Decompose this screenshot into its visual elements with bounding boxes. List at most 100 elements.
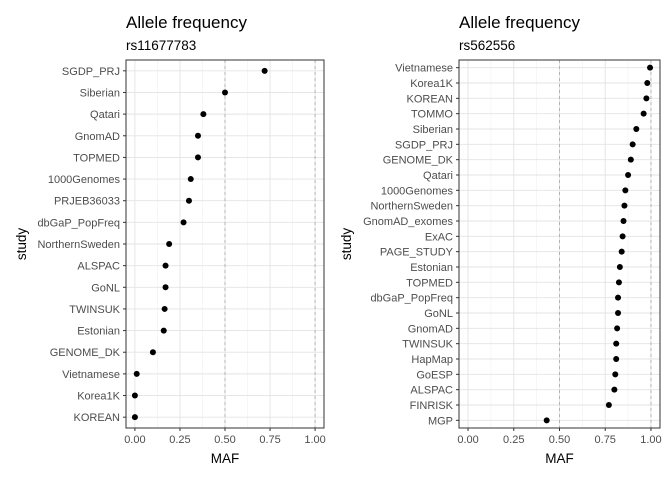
data-point xyxy=(161,305,168,312)
y-tick-label: NorthernSweden xyxy=(370,201,453,213)
data-point xyxy=(613,356,620,362)
x-tick-label: 1.00 xyxy=(304,434,325,446)
data-point xyxy=(612,371,619,378)
data-point xyxy=(620,218,627,224)
y-tick-label: GENOME_DK xyxy=(50,347,121,359)
data-point xyxy=(613,340,620,347)
data-point xyxy=(162,284,169,291)
x-tick-label: 0.75 xyxy=(595,434,616,446)
y-tick-label: SGDP_PRJ xyxy=(395,139,453,151)
data-point xyxy=(149,349,156,356)
data-point xyxy=(605,402,612,408)
y-tick-label: Korea1K xyxy=(410,78,453,90)
x-tick-label: 1.00 xyxy=(640,434,661,446)
data-point xyxy=(622,187,629,194)
data-point xyxy=(200,111,207,118)
y-tick-label: Vietnamese xyxy=(62,369,120,381)
y-tick-label: Korea1K xyxy=(77,391,120,403)
x-tick-label: 0.00 xyxy=(457,434,478,446)
data-point xyxy=(131,414,138,421)
y-tick-label: Siberian xyxy=(80,87,120,99)
x-tick-label: 0.75 xyxy=(259,434,280,446)
data-point xyxy=(633,126,640,132)
y-tick-label: Qatari xyxy=(90,109,120,121)
y-tick-label: GnomAD xyxy=(408,323,453,335)
x-tick-label: 0.00 xyxy=(124,434,145,446)
y-tick-label: Siberian xyxy=(413,124,453,136)
y-axis-title: study xyxy=(339,228,354,261)
x-tick-label: 0.50 xyxy=(214,434,235,446)
y-tick-label: GoNL xyxy=(424,308,453,320)
y-tick-label: SGDP_PRJ xyxy=(62,66,120,78)
x-axis-title: MAF xyxy=(211,451,240,466)
y-tick-label: ExAC xyxy=(425,231,453,243)
y-tick-label: dbGaP_PopFreq xyxy=(37,217,120,229)
data-point xyxy=(261,67,268,74)
chart-subtitle: rs11677783 xyxy=(126,38,196,53)
data-point xyxy=(615,294,622,301)
y-tick-label: TWINSUK xyxy=(402,339,453,351)
y-tick-label: GnomAD xyxy=(75,131,120,143)
data-point xyxy=(625,172,632,178)
data-point xyxy=(185,197,192,204)
y-tick-label: Estonian xyxy=(77,326,120,338)
x-tick-label: 0.25 xyxy=(503,434,524,446)
data-point xyxy=(180,219,187,226)
y-tick-label: MGP xyxy=(428,415,453,427)
data-point xyxy=(629,141,636,148)
data-point xyxy=(644,80,651,86)
chart-subtitle: rs562556 xyxy=(459,38,515,53)
y-axis-title: study xyxy=(14,228,29,261)
data-point xyxy=(618,248,625,255)
data-point xyxy=(131,392,138,399)
data-point xyxy=(166,241,173,247)
data-point xyxy=(162,262,169,269)
data-point xyxy=(194,132,201,139)
chart-panel-1: SGDP_PRJ Siberian Qatari GnomAD TOPMED 1000Ge… xyxy=(14,13,326,466)
y-tick-label: KOREAN xyxy=(407,93,454,105)
y-tick-label: ALSPAC xyxy=(77,261,120,273)
y-tick-label: 1000Genomes xyxy=(48,174,121,186)
chart-title: Allele frequency xyxy=(126,13,247,32)
y-tick-label: Qatari xyxy=(423,170,453,182)
y-tick-label: TOPMED xyxy=(406,277,453,289)
x-axis-title: MAF xyxy=(545,451,574,466)
y-tick-label: TOMMO xyxy=(411,109,453,121)
data-point xyxy=(615,310,622,316)
data-point xyxy=(187,176,194,183)
y-tick-label: ALSPAC xyxy=(410,385,453,397)
y-tick-label: 1000Genomes xyxy=(381,185,454,197)
data-point xyxy=(133,370,140,377)
data-point xyxy=(640,110,647,117)
data-point xyxy=(222,89,228,96)
x-tick-label: 0.50 xyxy=(549,434,570,446)
data-point xyxy=(611,386,618,393)
data-point xyxy=(615,279,622,286)
data-point xyxy=(194,154,201,161)
x-tick-label: 0.25 xyxy=(169,434,190,446)
data-point xyxy=(643,95,650,102)
y-tick-label: KOREAN xyxy=(74,412,121,424)
y-tick-label: Estonian xyxy=(410,262,453,274)
y-tick-label: PRJEB36033 xyxy=(54,196,120,208)
y-tick-label: TOPMED xyxy=(73,152,120,164)
data-point xyxy=(160,327,167,334)
y-tick-label: FINRISK xyxy=(410,400,454,412)
data-point xyxy=(647,64,654,71)
y-tick-label: HapMap xyxy=(411,354,453,366)
chart-title: Allele frequency xyxy=(459,13,580,32)
y-tick-label: TWINSUK xyxy=(69,304,120,316)
data-point xyxy=(627,156,634,163)
y-tick-label: PAGE_STUDY xyxy=(380,247,454,259)
data-point xyxy=(614,325,621,332)
y-tick-label: GnomAD_exomes xyxy=(363,216,453,228)
data-point xyxy=(619,233,626,240)
y-tick-label: NorthernSweden xyxy=(37,239,120,251)
y-tick-label: GENOME_DK xyxy=(383,155,454,167)
y-tick-label: Vietnamese xyxy=(395,63,453,75)
data-point xyxy=(543,417,550,424)
y-tick-label: GoNL xyxy=(91,282,120,294)
data-point xyxy=(621,202,628,209)
chart-panel-2: Vietnamese Korea1K KOREAN TOMMO Siberian SGDP… xyxy=(339,13,662,466)
